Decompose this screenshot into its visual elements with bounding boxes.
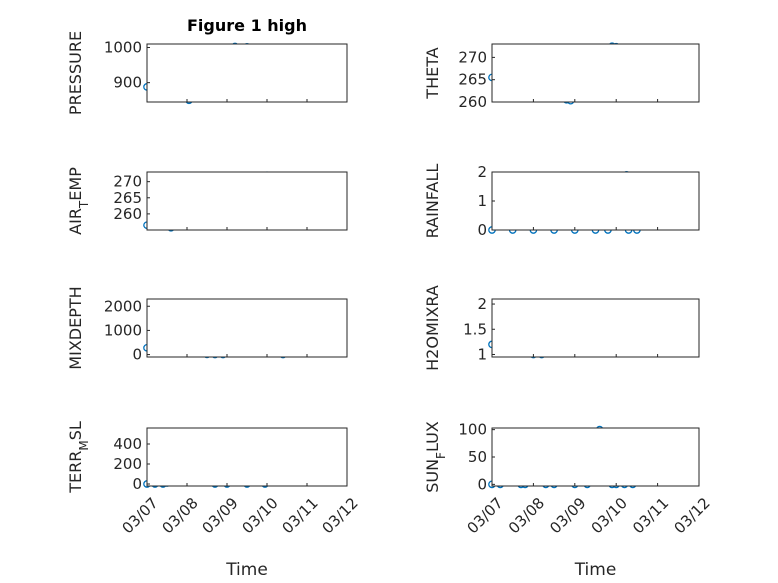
frame-layer [146, 43, 700, 487]
y-axis-label: THETA [423, 47, 442, 99]
axes-frame [491, 43, 700, 103]
x-tick-label: 03/10 [588, 494, 631, 537]
x-tick-label: 03/09 [198, 494, 241, 537]
axes-frame [146, 43, 348, 103]
y-tick-label: 270 [113, 173, 142, 191]
y-tick-label: 0 [132, 346, 142, 364]
x-tick-label: 03/08 [505, 494, 548, 537]
axes-frame [146, 427, 348, 487]
y-tick-label: 50 [468, 448, 487, 466]
y-axis-label: TERRMSL [66, 421, 91, 494]
x-axis-label: Time [574, 560, 617, 580]
y-tick-label: 1000 [104, 321, 142, 339]
x-tick-label: 03/11 [278, 494, 321, 537]
x-axis-label: Time [225, 560, 268, 580]
y-tick-label: 270 [458, 48, 487, 66]
x-tick-label: 03/07 [463, 494, 506, 537]
points-layer [143, 42, 641, 489]
x-tick-label: 03/11 [629, 494, 672, 537]
x-tick-label: 03/10 [238, 494, 281, 537]
x-tick-label: 03/09 [546, 494, 589, 537]
x-tick-label: 03/08 [158, 494, 201, 537]
y-tick-label: 0 [477, 475, 487, 493]
axes-frame [146, 171, 348, 231]
axes-frame [146, 298, 348, 358]
axes-frame [491, 427, 700, 487]
grid-layer [146, 44, 700, 486]
axes-frame [491, 171, 700, 231]
y-tick-label: 400 [113, 435, 142, 453]
y-tick-label: 0 [132, 475, 142, 493]
y-tick-label: 100 [458, 421, 487, 439]
y-tick-label: 1000 [104, 39, 142, 57]
y-axis-label: H2OMIXRA [423, 285, 442, 371]
y-tick-label: 265 [113, 189, 142, 207]
y-tick-label: 2 [477, 163, 487, 181]
y-axis-label: PRESSURE [66, 31, 85, 115]
x-tick-label: 03/12 [670, 494, 713, 537]
y-axis-label: MIXDEPTH [66, 286, 85, 369]
y-tick-label: 0 [477, 221, 487, 239]
y-tick-label: 2 [477, 295, 487, 313]
chart-title: Figure 1 high [187, 16, 307, 35]
x-tick-label: 03/12 [318, 494, 361, 537]
y-tick-label: 2000 [104, 297, 142, 315]
y-tick-label: 1 [477, 192, 487, 210]
y-tick-label: 900 [113, 74, 142, 92]
x-tick-label: 03/07 [118, 494, 161, 537]
y-tick-label: 260 [458, 93, 487, 111]
y-axis-label: AIRTEMP [66, 167, 91, 235]
y-tick-label: 1 [477, 345, 487, 363]
y-axis-label: SUNFLUX [423, 421, 448, 493]
y-tick-label: 200 [113, 455, 142, 473]
axes-frame [491, 298, 700, 358]
y-tick-label: 1.5 [463, 320, 487, 338]
y-tick-label: 260 [113, 205, 142, 223]
y-axis-label: RAINFALL [423, 164, 442, 239]
y-tick-label: 265 [458, 71, 487, 89]
